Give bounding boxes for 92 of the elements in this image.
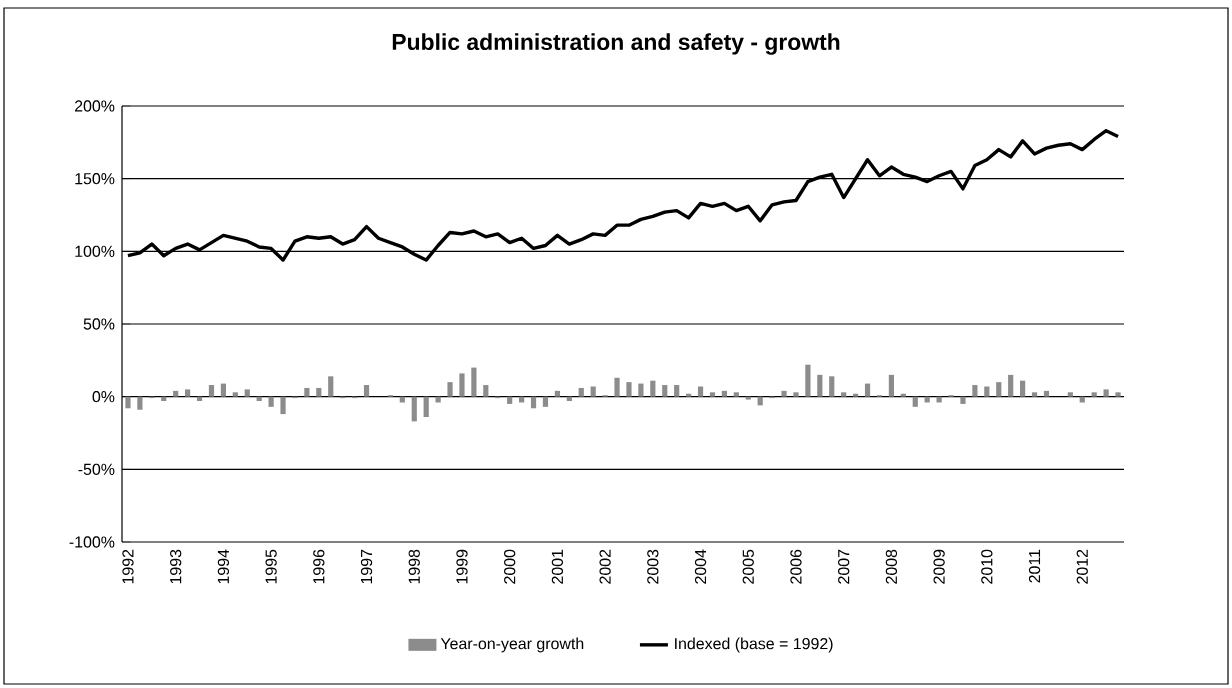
bar	[1067, 392, 1073, 397]
bar	[590, 386, 596, 397]
bar	[829, 376, 835, 397]
bar	[185, 389, 191, 397]
bar	[244, 389, 250, 397]
bar	[1020, 380, 1026, 397]
bar	[805, 364, 811, 397]
x-tick-label: 2004	[694, 549, 707, 584]
x-tick-label: 1997	[360, 549, 373, 584]
bar	[733, 392, 739, 397]
y-tick-label: 200%	[75, 100, 115, 112]
bar	[328, 376, 334, 397]
bar	[996, 382, 1002, 397]
x-tick-label: 2010	[981, 549, 993, 584]
bar	[411, 396, 417, 422]
x-tick-label: 2008	[885, 549, 898, 584]
bar	[483, 385, 489, 397]
bar	[447, 382, 453, 397]
bar	[232, 392, 238, 397]
bar	[530, 396, 537, 409]
bar	[817, 374, 823, 397]
bar	[960, 396, 966, 404]
x-tick-label: 2003	[647, 549, 659, 584]
bar	[1103, 389, 1109, 397]
bar	[173, 390, 179, 397]
bar	[1031, 392, 1038, 397]
bar	[1115, 392, 1121, 397]
x-tick-label: 1993	[170, 549, 182, 584]
bar	[888, 374, 894, 397]
y-tick-label: -50%	[78, 463, 115, 475]
x-tick-label: 2005	[742, 549, 754, 584]
x-tick-label: 1995	[265, 549, 277, 584]
bar	[984, 386, 990, 397]
x-tick-label: 2011	[1028, 549, 1041, 583]
x-tick-label: 2009	[933, 549, 945, 584]
bar	[781, 390, 787, 397]
x-tick-label: 2001	[551, 549, 564, 584]
bar	[208, 385, 215, 397]
y-tick-label: 150%	[75, 173, 115, 185]
bar	[554, 390, 560, 397]
bar	[686, 393, 692, 397]
bar	[423, 396, 429, 418]
bar	[578, 387, 584, 397]
bar	[793, 392, 799, 397]
bar	[1008, 374, 1014, 397]
bar	[972, 385, 978, 397]
legend-label: Indexed (base = 1992)	[675, 637, 833, 653]
y-tick-label: -100%	[69, 536, 115, 548]
bar	[1043, 390, 1050, 397]
bar	[650, 380, 656, 397]
x-tick-label: 2000	[504, 549, 516, 584]
x-tick-label: 1998	[408, 549, 420, 584]
bar	[697, 386, 704, 397]
bar	[125, 396, 131, 409]
x-tick-label: 2006	[790, 549, 802, 584]
bar	[745, 396, 751, 400]
bar	[638, 383, 644, 397]
x-tick-label: 2002	[599, 549, 611, 584]
bar	[316, 387, 322, 397]
bar	[900, 393, 906, 397]
bar	[363, 385, 370, 397]
x-tick-label: 1994	[217, 549, 230, 584]
bar	[137, 396, 143, 410]
bar	[471, 367, 477, 397]
x-tick-label: 1992	[122, 549, 134, 584]
y-tick-label: 50%	[83, 318, 115, 330]
y-tick-label: 0%	[92, 391, 115, 403]
bar	[853, 393, 859, 397]
bar	[459, 373, 465, 397]
bar	[674, 385, 680, 397]
x-tick-label: 2007	[838, 549, 850, 584]
bar	[542, 396, 549, 407]
bar	[507, 396, 513, 404]
bar	[841, 392, 847, 397]
x-tick-label: 1999	[456, 549, 468, 584]
bar	[626, 382, 632, 397]
chart-title: Public administration and safety - growth	[392, 33, 840, 55]
bar	[304, 387, 310, 397]
bar	[268, 396, 274, 407]
bar	[721, 390, 727, 397]
bar	[614, 377, 620, 397]
legend-label: Year-on-year growth	[440, 637, 584, 653]
x-tick-label: 2012	[1076, 549, 1088, 584]
bar	[1091, 392, 1097, 397]
y-tick-label: 100%	[75, 245, 115, 257]
x-tick-label: 1996	[313, 549, 325, 584]
bar	[662, 385, 668, 397]
bar	[709, 392, 716, 397]
bar	[220, 383, 226, 397]
bar	[912, 396, 918, 407]
bar	[864, 383, 871, 397]
bar	[280, 396, 286, 415]
